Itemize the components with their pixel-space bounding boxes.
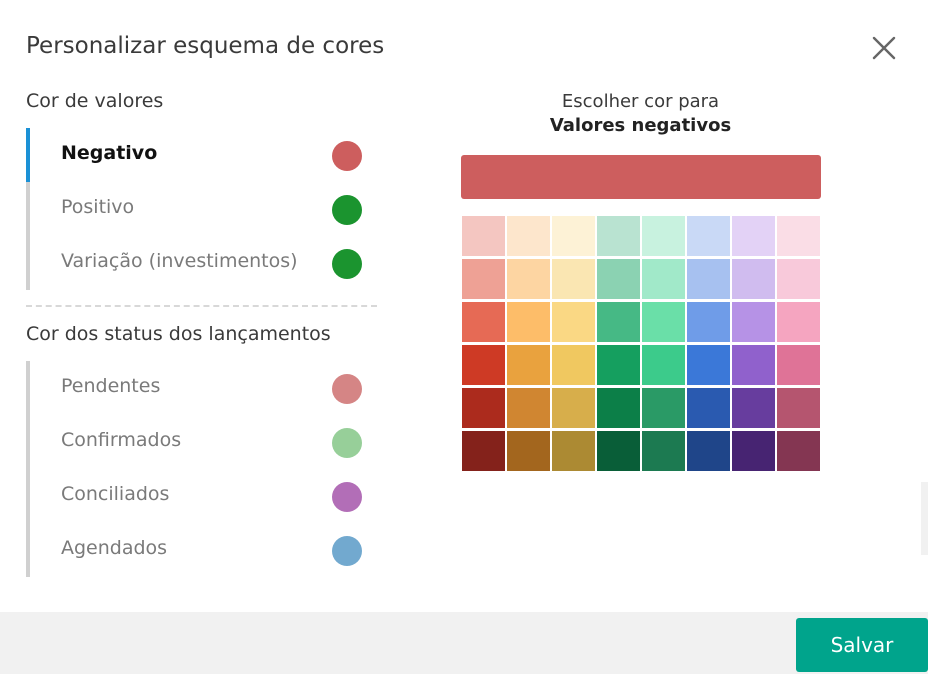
color-palette-grid — [462, 216, 820, 471]
color-swatch[interactable] — [462, 216, 505, 256]
color-swatch[interactable] — [507, 345, 550, 385]
status-item-conciliados[interactable]: Conciliados — [26, 469, 376, 523]
color-swatch[interactable] — [777, 431, 820, 471]
color-swatch[interactable] — [597, 302, 640, 342]
status-item-label: Conciliados — [61, 483, 170, 505]
value-item-label: Variação (investimentos) — [61, 250, 298, 272]
color-dot[interactable] — [332, 482, 362, 512]
color-swatch[interactable] — [732, 345, 775, 385]
color-swatch[interactable] — [687, 216, 730, 256]
status-item-agendados[interactable]: Agendados — [26, 523, 376, 577]
color-swatch[interactable] — [597, 345, 640, 385]
picker-target-label: Valores negativos — [549, 115, 732, 136]
status-item-label: Agendados — [61, 537, 168, 559]
color-swatch[interactable] — [552, 259, 595, 299]
status-item-confirmados[interactable]: Confirmados — [26, 415, 376, 469]
color-swatch[interactable] — [777, 345, 820, 385]
color-swatch[interactable] — [687, 388, 730, 428]
color-swatch[interactable] — [732, 431, 775, 471]
color-swatch[interactable] — [732, 388, 775, 428]
selected-color-preview — [461, 155, 821, 199]
status-section-title: Cor dos status dos lançamentos — [26, 323, 331, 345]
value-item-variacao[interactable]: Variação (investimentos) — [26, 236, 376, 290]
scrollbar[interactable] — [921, 482, 928, 555]
color-dot[interactable] — [332, 141, 362, 171]
color-swatch[interactable] — [642, 302, 685, 342]
section-divider — [26, 305, 377, 307]
color-swatch[interactable] — [777, 388, 820, 428]
color-swatch[interactable] — [552, 431, 595, 471]
color-swatch[interactable] — [777, 216, 820, 256]
dialog-title: Personalizar esquema de cores — [26, 33, 385, 59]
color-swatch[interactable] — [507, 216, 550, 256]
status-item-label: Pendentes — [61, 375, 161, 397]
picker-heading: Escolher cor para Valores negativos — [460, 90, 821, 138]
color-swatch[interactable] — [597, 216, 640, 256]
status-item-label: Confirmados — [61, 429, 182, 451]
value-item-label: Negativo — [61, 142, 158, 164]
color-swatch[interactable] — [732, 259, 775, 299]
color-swatch[interactable] — [687, 345, 730, 385]
color-swatch[interactable] — [732, 216, 775, 256]
color-swatch[interactable] — [642, 259, 685, 299]
color-swatch[interactable] — [507, 259, 550, 299]
color-swatch[interactable] — [597, 431, 640, 471]
color-swatch[interactable] — [597, 388, 640, 428]
color-swatch[interactable] — [732, 302, 775, 342]
color-swatch[interactable] — [462, 345, 505, 385]
color-swatch[interactable] — [777, 302, 820, 342]
save-button[interactable]: Salvar — [796, 618, 928, 672]
color-dot[interactable] — [332, 374, 362, 404]
color-dot[interactable] — [332, 195, 362, 225]
color-dot[interactable] — [332, 536, 362, 566]
status-color-list: Pendentes Confirmados Conciliados Agenda… — [26, 361, 376, 577]
color-dot[interactable] — [332, 249, 362, 279]
color-swatch[interactable] — [552, 302, 595, 342]
value-item-negativo[interactable]: Negativo — [26, 128, 376, 182]
value-item-label: Positivo — [61, 196, 135, 218]
color-swatch[interactable] — [552, 345, 595, 385]
color-swatch[interactable] — [552, 216, 595, 256]
color-swatch[interactable] — [507, 302, 550, 342]
color-swatch[interactable] — [462, 388, 505, 428]
close-button[interactable] — [868, 32, 900, 64]
color-swatch[interactable] — [642, 431, 685, 471]
color-swatch[interactable] — [507, 431, 550, 471]
color-swatch[interactable] — [642, 345, 685, 385]
close-icon — [872, 36, 896, 60]
values-color-list: Negativo Positivo Variação (investimento… — [26, 128, 376, 290]
color-swatch[interactable] — [687, 259, 730, 299]
color-swatch[interactable] — [597, 259, 640, 299]
color-swatch[interactable] — [687, 302, 730, 342]
color-dot[interactable] — [332, 428, 362, 458]
color-swatch[interactable] — [552, 388, 595, 428]
color-swatch[interactable] — [642, 216, 685, 256]
color-swatch[interactable] — [462, 259, 505, 299]
color-swatch[interactable] — [507, 388, 550, 428]
color-swatch[interactable] — [642, 388, 685, 428]
status-item-pendentes[interactable]: Pendentes — [26, 361, 376, 415]
dialog-footer — [0, 612, 928, 674]
color-swatch[interactable] — [462, 302, 505, 342]
values-section-title: Cor de valores — [26, 90, 164, 112]
color-swatch[interactable] — [687, 431, 730, 471]
color-swatch[interactable] — [462, 431, 505, 471]
color-swatch[interactable] — [777, 259, 820, 299]
value-item-positivo[interactable]: Positivo — [26, 182, 376, 236]
picker-heading-text: Escolher cor para — [561, 91, 720, 112]
